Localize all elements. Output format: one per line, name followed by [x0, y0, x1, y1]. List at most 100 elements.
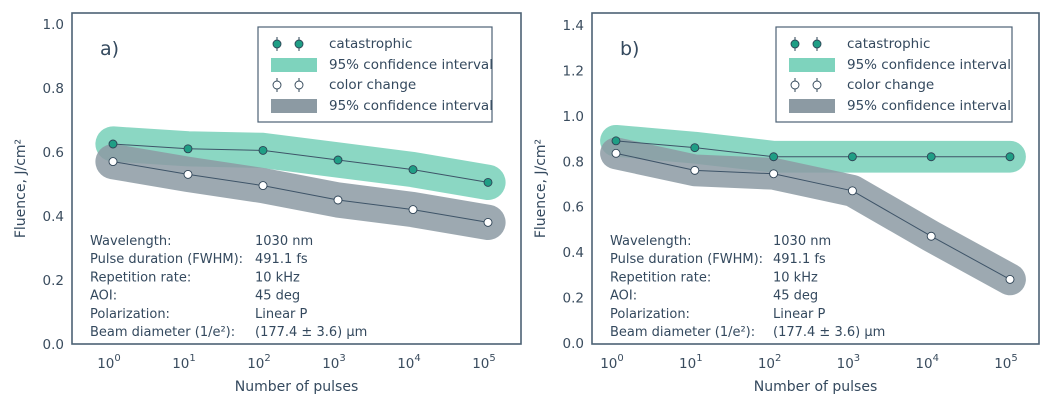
y-tick-label: 0.4 — [563, 245, 584, 261]
plot-frame — [591, 12, 1040, 345]
data-point-catastrophic — [333, 155, 343, 165]
legend-marker-color-change — [272, 80, 282, 90]
x-tick-label: 100 — [97, 353, 121, 372]
y-tick-label: 0.0 — [43, 337, 64, 353]
data-point-color-change — [408, 205, 418, 215]
y-tick-label: 0.6 — [43, 145, 64, 161]
series-line-catastrophic — [112, 143, 489, 183]
parameter-value: 1030 nm — [773, 234, 831, 249]
y-axis-label: Fluence, J/cm² — [13, 139, 29, 238]
parameter-value: 10 kHz — [255, 270, 300, 285]
y-tick-label: 0.2 — [563, 291, 584, 307]
x-tick-label: 104 — [915, 353, 939, 372]
parameter-value: (177.4 ± 3.6) µm — [773, 325, 885, 340]
data-point-catastrophic — [769, 152, 779, 162]
y-tick-label: 0.8 — [43, 81, 64, 97]
parameters-block: Wavelength: 1030 nm Pulse duration (FWHM):… — [610, 234, 885, 340]
legend-swatch-color-change-band — [789, 99, 835, 113]
legend-entry: color change — [847, 77, 934, 93]
data-point-catastrophic — [611, 136, 621, 146]
data-point-catastrophic — [926, 152, 936, 162]
parameter-label: Pulse duration (FWHM): — [90, 252, 243, 267]
legend-swatch-color-change-band — [271, 99, 317, 113]
parameter-label: AOI: — [610, 289, 637, 304]
x-axis-label: Number of pulses — [754, 379, 877, 395]
x-tick-label: 101 — [172, 353, 196, 372]
x-tick-label: 102 — [758, 353, 782, 372]
legend-marker-color-change — [812, 80, 822, 90]
plot-frame — [71, 12, 522, 345]
x-axis-label: Number of pulses — [235, 379, 358, 395]
parameter-label: Pulse duration (FWHM): — [610, 252, 763, 267]
y-tick-label: 0.4 — [43, 209, 64, 225]
legend-marker-color-change — [790, 80, 800, 90]
x-tick-label: 103 — [837, 353, 861, 372]
parameter-value: (177.4 ± 3.6) µm — [255, 325, 367, 340]
y-tick-label: 0.8 — [563, 154, 584, 170]
parameter-label: Wavelength: — [610, 234, 692, 249]
legend-entry: catastrophic — [847, 36, 930, 52]
parameter-value: Linear P — [255, 307, 308, 322]
legend-marker-catastrophic — [790, 39, 800, 49]
data-point-color-change — [769, 169, 779, 179]
parameter-value: Linear P — [773, 307, 826, 322]
data-point-color-change — [690, 165, 700, 175]
legend-entry: 95% confidence interval — [329, 98, 493, 114]
x-tick-label: 104 — [397, 353, 421, 372]
x-tick-label: 101 — [679, 353, 703, 372]
parameter-label: Polarization: — [90, 307, 170, 322]
data-point-catastrophic — [847, 152, 857, 162]
data-point-catastrophic — [690, 143, 700, 153]
series-line-catastrophic — [615, 140, 1010, 158]
parameter-value: 45 deg — [773, 289, 818, 304]
y-tick-label: 1.4 — [563, 18, 584, 34]
legend-swatch-catastrophic-band — [789, 58, 835, 72]
legend-marker-catastrophic — [812, 39, 822, 49]
data-point-color-change — [847, 186, 857, 196]
x-tick-label: 102 — [247, 353, 271, 372]
y-tick-label: 0.6 — [563, 200, 584, 216]
chart-panel-b: b) 0.0 0.2 0.4 0.6 0.8 1.0 1.2 1.4 100 101 102 103 10… — [533, 12, 1040, 395]
y-axis-label: Fluence, J/cm² — [533, 139, 549, 238]
parameter-label: Beam diameter (1/e²): — [610, 325, 755, 340]
x-tick-label: 103 — [322, 353, 346, 372]
series-line-color-change — [112, 161, 489, 223]
parameter-label: Wavelength: — [90, 234, 172, 249]
data-point-catastrophic — [483, 177, 493, 187]
data-point-catastrophic — [258, 145, 268, 155]
parameter-label: Beam diameter (1/e²): — [90, 325, 235, 340]
y-tick-label: 0.2 — [43, 273, 64, 289]
data-point-catastrophic — [408, 165, 418, 175]
parameter-value: 491.1 fs — [255, 252, 308, 267]
data-point-color-change — [1005, 274, 1015, 284]
data-point-color-change — [611, 148, 621, 158]
data-point-catastrophic — [183, 144, 193, 154]
data-point-color-change — [108, 157, 118, 167]
y-tick-label: 1.2 — [563, 63, 584, 79]
parameter-label: Repetition rate: — [610, 270, 711, 285]
data-point-catastrophic — [108, 139, 118, 149]
legend-entry: 95% confidence interval — [329, 57, 493, 73]
legend-marker-color-change — [294, 80, 304, 90]
parameter-value: 45 deg — [255, 289, 300, 304]
legend: catastrophic 95% confidence interval color… — [775, 26, 1013, 123]
parameter-label: Polarization: — [610, 307, 690, 322]
legend-entry: 95% confidence interval — [847, 57, 1011, 73]
legend-entry: color change — [329, 77, 416, 93]
data-point-catastrophic — [1005, 152, 1015, 162]
legend: catastrophic 95% confidence interval color… — [257, 26, 493, 123]
x-tick-label: 100 — [600, 353, 624, 372]
legend-entry: catastrophic — [329, 36, 412, 52]
y-tick-label: 1.0 — [43, 17, 64, 33]
x-tick-label: 105 — [994, 353, 1018, 372]
parameter-label: Repetition rate: — [90, 270, 191, 285]
x-tick-label: 105 — [472, 353, 496, 372]
data-point-color-change — [483, 217, 493, 227]
legend-marker-catastrophic — [272, 39, 282, 49]
panel-label: a) — [100, 38, 119, 60]
legend-swatch-catastrophic-band — [271, 58, 317, 72]
data-point-color-change — [333, 195, 343, 205]
parameter-value: 491.1 fs — [773, 252, 826, 267]
